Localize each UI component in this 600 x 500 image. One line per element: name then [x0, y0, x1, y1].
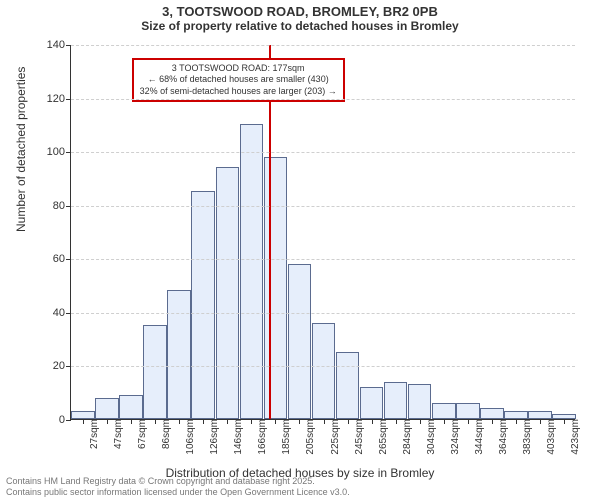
xtick-mark	[179, 419, 180, 424]
annotation-line: ← 68% of detached houses are smaller (43…	[140, 74, 337, 85]
xtick-mark	[251, 419, 252, 424]
bar	[456, 403, 480, 419]
bar	[143, 325, 167, 419]
xtick-label: 106sqm	[183, 419, 196, 455]
xtick-mark	[444, 419, 445, 424]
xtick-label: 166sqm	[255, 419, 268, 455]
xtick-label: 265sqm	[376, 419, 389, 455]
xtick-label: 364sqm	[496, 419, 509, 455]
title-line1: 3, TOOTSWOOD ROAD, BROMLEY, BR2 0PB	[0, 4, 600, 19]
xtick-mark	[420, 419, 421, 424]
title-block: 3, TOOTSWOOD ROAD, BROMLEY, BR2 0PB Size…	[0, 4, 600, 33]
gridline	[71, 99, 575, 100]
xtick-mark	[275, 419, 276, 424]
bar	[432, 403, 456, 419]
xtick-label: 27sqm	[87, 419, 100, 449]
bar	[528, 411, 552, 419]
xtick-label: 146sqm	[231, 419, 244, 455]
footer-line1: Contains HM Land Registry data © Crown c…	[6, 476, 350, 487]
ytick-label: 0	[59, 414, 71, 426]
bar	[95, 398, 119, 419]
xtick-label: 185sqm	[279, 419, 292, 455]
ytick-label: 100	[47, 146, 71, 158]
xtick-label: 67sqm	[135, 419, 148, 449]
ytick-label: 140	[47, 39, 71, 51]
bar	[408, 384, 432, 419]
annotation-line: 32% of semi-detached houses are larger (…	[140, 86, 337, 97]
plot-area: 3 TOOTSWOOD ROAD: 177sqm← 68% of detache…	[70, 45, 575, 420]
footer-line2: Contains public sector information licen…	[6, 487, 350, 498]
bar	[336, 352, 360, 419]
xtick-label: 403sqm	[544, 419, 557, 455]
footer-attribution: Contains HM Land Registry data © Crown c…	[6, 476, 350, 498]
xtick-label: 225sqm	[328, 419, 341, 455]
xtick-mark	[468, 419, 469, 424]
xtick-label: 86sqm	[159, 419, 172, 449]
xtick-mark	[492, 419, 493, 424]
chart-container: 3, TOOTSWOOD ROAD, BROMLEY, BR2 0PB Size…	[0, 0, 600, 500]
bar	[119, 395, 143, 419]
bar	[360, 387, 384, 419]
annotation-line: 3 TOOTSWOOD ROAD: 177sqm	[140, 63, 337, 74]
bar	[480, 408, 504, 419]
bar	[240, 124, 264, 419]
xtick-mark	[324, 419, 325, 424]
ytick-label: 60	[53, 253, 71, 265]
title-line2: Size of property relative to detached ho…	[0, 19, 600, 33]
bar	[191, 191, 215, 419]
xtick-mark	[564, 419, 565, 424]
annotation-box: 3 TOOTSWOOD ROAD: 177sqm← 68% of detache…	[132, 58, 345, 102]
xtick-mark	[203, 419, 204, 424]
gridline	[71, 45, 575, 46]
gridline	[71, 366, 575, 367]
xtick-mark	[155, 419, 156, 424]
ytick-label: 40	[53, 307, 71, 319]
gridline	[71, 313, 575, 314]
gridline	[71, 152, 575, 153]
xtick-mark	[107, 419, 108, 424]
gridline	[71, 259, 575, 260]
bar	[71, 411, 95, 419]
xtick-mark	[227, 419, 228, 424]
gridline	[71, 206, 575, 207]
xtick-mark	[83, 419, 84, 424]
xtick-label: 47sqm	[111, 419, 124, 449]
xtick-label: 205sqm	[303, 419, 316, 455]
xtick-mark	[131, 419, 132, 424]
xtick-label: 126sqm	[207, 419, 220, 455]
xtick-mark	[372, 419, 373, 424]
bar	[312, 323, 336, 419]
ytick-label: 120	[47, 93, 71, 105]
bar	[264, 157, 288, 420]
xtick-mark	[348, 419, 349, 424]
y-axis-label: Number of detached properties	[14, 67, 28, 232]
xtick-mark	[540, 419, 541, 424]
xtick-mark	[396, 419, 397, 424]
xtick-mark	[299, 419, 300, 424]
xtick-label: 383sqm	[520, 419, 533, 455]
ytick-label: 80	[53, 200, 71, 212]
xtick-label: 344sqm	[472, 419, 485, 455]
xtick-label: 304sqm	[424, 419, 437, 455]
bar	[384, 382, 408, 420]
bar	[167, 290, 191, 419]
xtick-mark	[516, 419, 517, 424]
ytick-label: 20	[53, 360, 71, 372]
bar	[288, 264, 312, 419]
bar	[504, 411, 528, 419]
xtick-label: 245sqm	[352, 419, 365, 455]
xtick-label: 423sqm	[568, 419, 581, 455]
xtick-label: 284sqm	[400, 419, 413, 455]
xtick-label: 324sqm	[448, 419, 461, 455]
